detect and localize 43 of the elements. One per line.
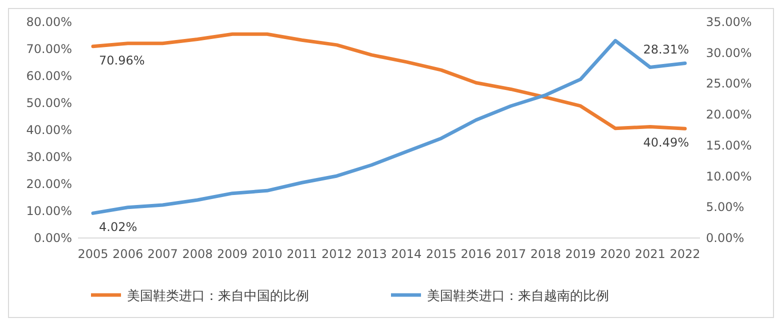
y-tick-label: 20.00%	[26, 177, 72, 191]
x-tick-label: 2022	[670, 247, 700, 261]
y-tick-label: 0.00%	[34, 231, 72, 245]
x-tick-label: 2011	[286, 247, 318, 261]
line-series	[91, 38, 687, 215]
y-tick-label: 70.00%	[26, 42, 72, 56]
line-series	[91, 32, 687, 130]
legend-label: 美国鞋类进口：来自中国的比例	[127, 288, 309, 304]
x-tick-label: 2005	[78, 247, 108, 261]
legend-label: 美国鞋类进口：来自越南的比例	[427, 288, 609, 304]
data-label: 28.31%	[643, 42, 689, 56]
y-tick-label: 40.00%	[26, 123, 72, 137]
y2-tick-label: 10.00%	[706, 169, 752, 184]
y2-tick-label: 25.00%	[706, 76, 752, 91]
y2-tick-label: 35.00%	[706, 15, 752, 29]
x-tick-label: 2007	[147, 247, 178, 261]
x-tick-label: 2006	[112, 247, 144, 261]
y2-tick-label: 15.00%	[706, 138, 752, 152]
y2-tick-label: 5.00%	[706, 200, 744, 214]
data-label: 70.96%	[99, 53, 145, 68]
x-tick-label: 2013	[356, 247, 387, 261]
x-tick-label: 2021	[634, 247, 666, 261]
x-tick-label: 2018	[530, 247, 561, 261]
x-tick-label: 2009	[217, 247, 248, 261]
y2-tick-label: 20.00%	[706, 108, 752, 122]
y2-tick-label: 30.00%	[706, 46, 752, 60]
x-tick-label: 2017	[496, 247, 526, 261]
x-tick-label: 2012	[321, 247, 352, 261]
y-tick-label: 50.00%	[26, 96, 72, 110]
y-tick-label: 10.00%	[26, 204, 72, 218]
data-label: 4.02%	[99, 220, 138, 234]
x-tick-label: 2008	[182, 247, 213, 261]
y2-tick-label: 0.00%	[706, 231, 744, 245]
x-tick-label: 2020	[600, 247, 631, 261]
x-tick-label: 2019	[565, 247, 596, 261]
y-tick-label: 80.00%	[26, 15, 72, 29]
y-tick-label: 30.00%	[26, 150, 72, 164]
y-tick-label: 60.00%	[26, 69, 72, 83]
x-tick-label: 2015	[426, 247, 457, 261]
data-label: 40.49%	[643, 136, 689, 150]
x-tick-label: 2016	[460, 247, 492, 261]
x-tick-label: 2014	[391, 247, 422, 261]
x-tick-label: 2010	[252, 247, 282, 261]
